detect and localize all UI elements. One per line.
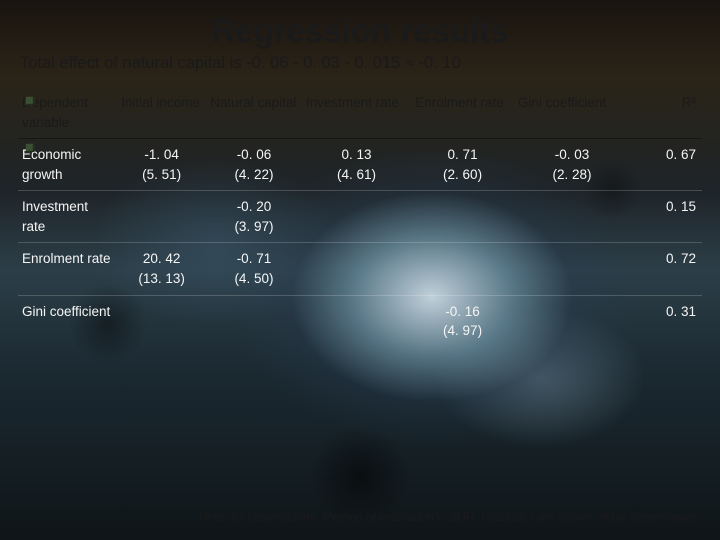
table-row: Gini coefficient -0. 16(4. 97) 0. 31 bbox=[18, 295, 702, 347]
cell-value: -0. 20 bbox=[210, 197, 298, 217]
col-header: Natural capital bbox=[206, 87, 302, 139]
cell bbox=[206, 295, 302, 347]
cell-tstat: (4. 61) bbox=[306, 165, 407, 185]
col-header: Dependent variable bbox=[18, 87, 117, 139]
cell-tstat: (5. 51) bbox=[121, 165, 202, 185]
cell: 0. 71(2. 60) bbox=[411, 139, 514, 191]
cell-value: -0. 16 bbox=[415, 302, 510, 322]
table-row: Economic growth -1. 04(5. 51) -0. 06(4. … bbox=[18, 139, 702, 191]
cell-tstat: (13. 13) bbox=[121, 269, 202, 289]
cell-tstat: (2. 60) bbox=[415, 165, 510, 185]
cell-tstat: (2. 28) bbox=[518, 165, 626, 185]
col-header: R² bbox=[630, 87, 702, 139]
cell-tstat: (4. 50) bbox=[210, 269, 298, 289]
r2-cell: 0. 72 bbox=[630, 243, 702, 295]
cell bbox=[302, 295, 411, 347]
cell-value: -0. 71 bbox=[210, 249, 298, 269]
cell: -0. 03(2. 28) bbox=[514, 139, 630, 191]
slide-subtitle: Total effect of natural capital is -0. 0… bbox=[18, 54, 702, 73]
cell bbox=[514, 243, 630, 295]
table-body: Economic growth -1. 04(5. 51) -0. 06(4. … bbox=[18, 139, 702, 347]
cell-value: -0. 06 bbox=[210, 145, 298, 165]
cell: -0. 20(3. 97) bbox=[206, 191, 302, 243]
slide: Regression results Total effect of natur… bbox=[0, 0, 720, 540]
cell: 20. 42(13. 13) bbox=[117, 243, 206, 295]
cell bbox=[411, 243, 514, 295]
slide-title: Regression results bbox=[18, 12, 702, 50]
col-header: Gini coefficient bbox=[514, 87, 630, 139]
bullet-icon bbox=[26, 144, 34, 152]
r2-cell: 0. 31 bbox=[630, 295, 702, 347]
row-label: Investment rate bbox=[18, 191, 117, 243]
r2-cell: 0. 67 bbox=[630, 139, 702, 191]
col-header: Investment rate bbox=[302, 87, 411, 139]
table-wrapper: Dependent variable Initial income Natura… bbox=[18, 87, 702, 347]
cell-value: -1. 04 bbox=[121, 145, 202, 165]
cell-value: 0. 71 bbox=[415, 145, 510, 165]
cell-tstat: (4. 22) bbox=[210, 165, 298, 185]
cell bbox=[117, 295, 206, 347]
cell: -0. 16(4. 97) bbox=[411, 295, 514, 347]
cell bbox=[117, 191, 206, 243]
footnote: Note: 87 observations. Method of estimat… bbox=[80, 510, 700, 524]
cell bbox=[302, 191, 411, 243]
table-header-row: Dependent variable Initial income Natura… bbox=[18, 87, 702, 139]
cell: -0. 71(4. 50) bbox=[206, 243, 302, 295]
cell-value: 20. 42 bbox=[121, 249, 202, 269]
col-header: Enrolment rate bbox=[411, 87, 514, 139]
cell-value: -0. 03 bbox=[518, 145, 626, 165]
r2-cell: 0. 15 bbox=[630, 191, 702, 243]
cell-tstat: (3. 97) bbox=[210, 217, 298, 237]
cell bbox=[411, 191, 514, 243]
cell: 0. 13(4. 61) bbox=[302, 139, 411, 191]
cell-tstat: (4. 97) bbox=[415, 321, 510, 341]
table-row: Investment rate -0. 20(3. 97) 0. 15 bbox=[18, 191, 702, 243]
regression-table: Dependent variable Initial income Natura… bbox=[18, 87, 702, 347]
cell: -0. 06(4. 22) bbox=[206, 139, 302, 191]
table-row: Enrolment rate 20. 42(13. 13) -0. 71(4. … bbox=[18, 243, 702, 295]
cell bbox=[302, 243, 411, 295]
cell bbox=[514, 295, 630, 347]
row-label: Enrolment rate bbox=[18, 243, 117, 295]
cell bbox=[514, 191, 630, 243]
cell: -1. 04(5. 51) bbox=[117, 139, 206, 191]
cell-value: 0. 13 bbox=[306, 145, 407, 165]
bullet-icon bbox=[26, 97, 34, 105]
row-label: Gini coefficient bbox=[18, 295, 117, 347]
col-header: Initial income bbox=[117, 87, 206, 139]
